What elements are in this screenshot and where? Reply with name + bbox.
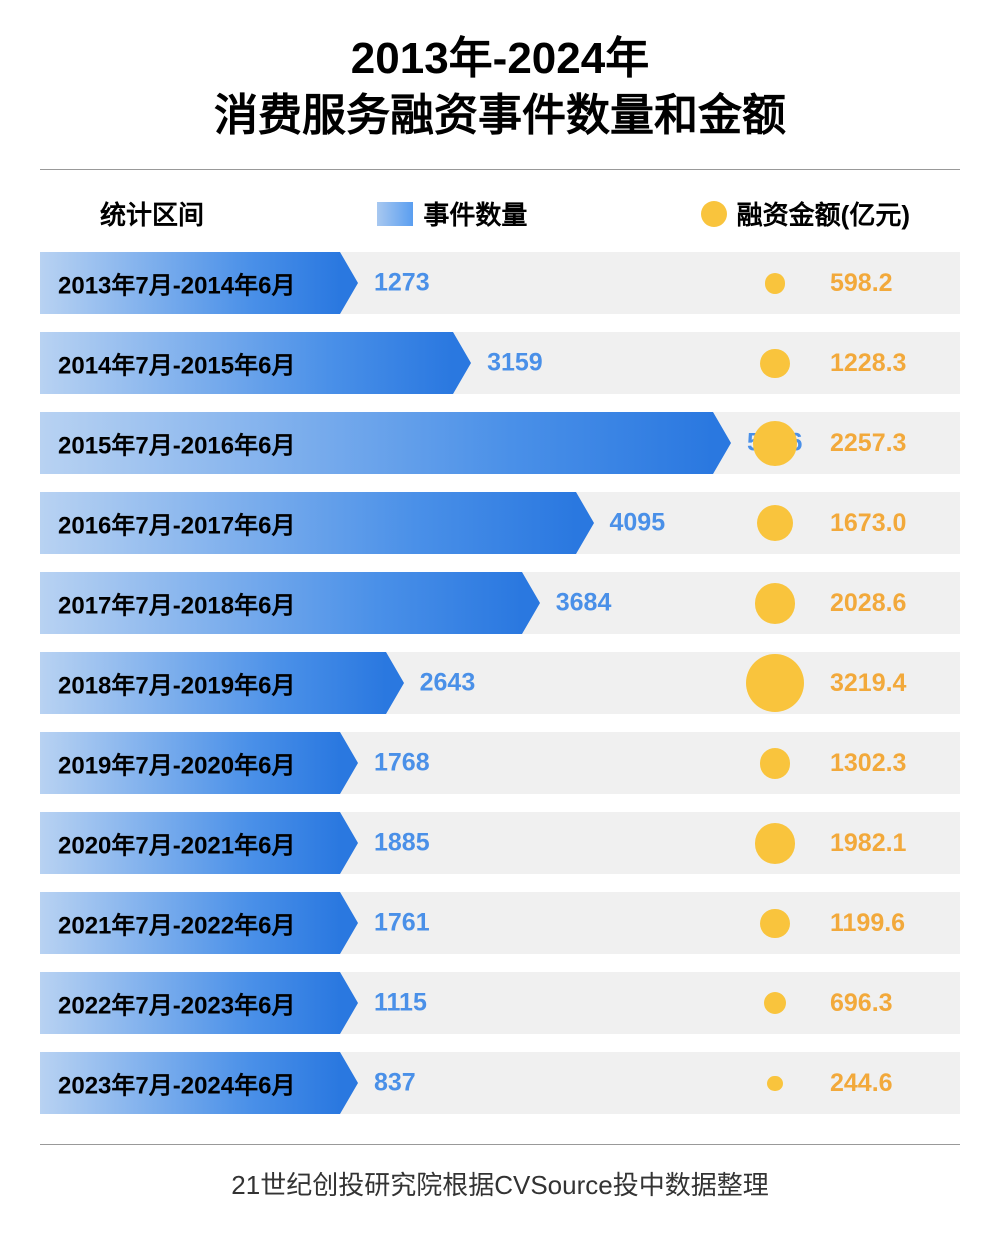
amount-circle — [746, 654, 804, 712]
count-value: 3159 — [487, 349, 543, 378]
chart-title: 2013年-2024年 消费服务融资事件数量和金额 — [40, 30, 960, 144]
chart-row: 837 2023年7月-2024年6月 244.6 — [40, 1052, 960, 1114]
circle-wrap — [720, 909, 830, 938]
count-value: 1273 — [374, 269, 430, 298]
legend: 统计区间 事件数量 融资金额(亿元) — [40, 195, 960, 232]
period-label: 2015年7月-2016年6月 — [58, 426, 295, 461]
amount-value: 1982.1 — [830, 829, 906, 858]
divider-bottom — [40, 1144, 960, 1145]
circle-wrap — [720, 583, 830, 624]
circle-wrap — [720, 421, 830, 465]
chart-row: 1885 2020年7月-2021年6月 1982.1 — [40, 812, 960, 874]
count-value: 1768 — [374, 749, 430, 778]
chart-row: 3159 2014年7月-2015年6月 1228.3 — [40, 332, 960, 394]
chart-row: 3684 2017年7月-2018年6月 2028.6 — [40, 572, 960, 634]
amount-circle — [760, 349, 790, 379]
amount-value: 244.6 — [830, 1069, 893, 1098]
amount-value: 2257.3 — [830, 429, 906, 458]
title-line2: 消费服务融资事件数量和金额 — [214, 91, 786, 140]
period-label: 2022年7月-2023年6月 — [58, 986, 295, 1021]
amount-value: 1228.3 — [830, 349, 906, 378]
circle-area: 696.3 — [720, 972, 960, 1034]
circle-wrap — [720, 823, 830, 863]
circle-area: 1199.6 — [720, 892, 960, 954]
circle-area: 598.2 — [720, 252, 960, 314]
circle-area: 244.6 — [720, 1052, 960, 1114]
circle-area: 1228.3 — [720, 332, 960, 394]
amount-circle — [760, 909, 789, 938]
period-label: 2019年7月-2020年6月 — [58, 746, 295, 781]
period-label: 2017年7月-2018年6月 — [58, 586, 295, 621]
amount-circle — [765, 273, 786, 294]
chart-row: 2643 2018年7月-2019年6月 3219.4 — [40, 652, 960, 714]
amount-circle — [755, 583, 796, 624]
amount-circle — [757, 505, 793, 541]
count-value: 1885 — [374, 829, 430, 858]
circle-area: 1673.0 — [720, 492, 960, 554]
period-label: 2014年7月-2015年6月 — [58, 346, 295, 381]
amount-value: 598.2 — [830, 269, 893, 298]
amount-value: 1673.0 — [830, 509, 906, 538]
amount-value: 3219.4 — [830, 669, 906, 698]
circle-wrap — [720, 349, 830, 379]
period-label: 2016年7月-2017年6月 — [58, 506, 295, 541]
count-value: 837 — [374, 1069, 416, 1098]
amount-value: 1302.3 — [830, 749, 906, 778]
chart-row: 4095 2016年7月-2017年6月 1673.0 — [40, 492, 960, 554]
count-value: 1761 — [374, 909, 430, 938]
period-label: 2020年7月-2021年6月 — [58, 826, 295, 861]
chart-row: 1115 2022年7月-2023年6月 696.3 — [40, 972, 960, 1034]
period-label: 2018年7月-2019年6月 — [58, 666, 295, 701]
chart-row: 1761 2021年7月-2022年6月 1199.6 — [40, 892, 960, 954]
legend-circle-swatch — [701, 201, 727, 227]
circle-area: 2028.6 — [720, 572, 960, 634]
circle-area: 1982.1 — [720, 812, 960, 874]
period-label: 2021年7月-2022年6月 — [58, 906, 295, 941]
chart-row: 51462015年7月-2016年6月2257.3 — [40, 412, 960, 474]
count-value: 4095 — [610, 509, 666, 538]
amount-value: 1199.6 — [830, 909, 905, 938]
circle-wrap — [720, 748, 830, 779]
legend-period-header: 统计区间 — [100, 195, 204, 232]
amount-value: 2028.6 — [830, 589, 906, 618]
legend-amount-label: 融资金额(亿元) — [737, 195, 910, 232]
circle-area: 2257.3 — [720, 412, 960, 474]
circle-wrap — [720, 273, 830, 294]
amount-circle — [755, 823, 795, 863]
legend-bar-swatch — [377, 202, 413, 226]
circle-wrap — [720, 654, 830, 712]
circle-area: 1302.3 — [720, 732, 960, 794]
legend-count-label: 事件数量 — [423, 195, 527, 232]
chart-rows: 1273 2013年7月-2014年6月 598.2 3159 2014年7月-2015… — [40, 252, 960, 1114]
circle-wrap — [720, 992, 830, 1014]
count-value: 1115 — [374, 989, 427, 1018]
amount-circle — [760, 748, 791, 779]
count-value: 3684 — [556, 589, 612, 618]
amount-circle — [767, 1076, 782, 1091]
circle-wrap — [720, 1076, 830, 1091]
title-line1: 2013年-2024年 — [351, 34, 649, 83]
count-value: 2643 — [420, 669, 476, 698]
legend-amount: 融资金额(亿元) — [701, 195, 910, 232]
circle-wrap — [720, 505, 830, 541]
period-label: 2013年7月-2014年6月 — [58, 266, 295, 301]
legend-count: 事件数量 — [377, 195, 527, 232]
circle-area: 3219.4 — [720, 652, 960, 714]
amount-circle — [764, 992, 786, 1014]
source-citation: 21世纪创投研究院根据CVSource投中数据整理 — [40, 1165, 960, 1202]
divider-top — [40, 169, 960, 170]
period-label: 2023年7月-2024年6月 — [58, 1066, 295, 1101]
amount-circle — [753, 421, 797, 465]
chart-row: 1768 2019年7月-2020年6月 1302.3 — [40, 732, 960, 794]
chart-row: 1273 2013年7月-2014年6月 598.2 — [40, 252, 960, 314]
amount-value: 696.3 — [830, 989, 893, 1018]
